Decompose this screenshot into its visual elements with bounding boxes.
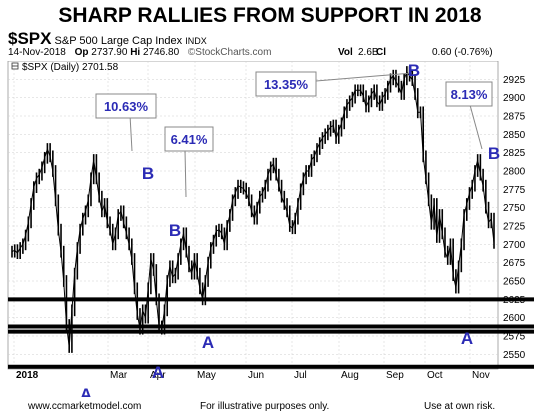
x-tick-label: Nov [472,370,490,381]
legend-label: $SPX (Daily) 2701.58 [22,62,119,73]
open-label: Op [74,47,89,58]
callout-box [445,81,493,107]
quote-line: 14-Nov-2018 Op 2737.90 Hi 2746.80 ©Stock… [8,47,530,58]
exchange: INDX [185,36,207,46]
point-label-a: A [461,329,473,348]
price-line [11,70,495,348]
point-label-b: B [142,164,154,183]
x-tick-label: Jul [294,370,307,381]
chart-header: $SPX S&P 500 Large Cap Index INDX [8,29,207,49]
y-tick-label: 2800 [503,167,526,178]
callout-box [95,93,157,119]
x-tick-label: Sep [386,370,404,381]
open-value: 2737.90 [91,47,128,58]
y-tick-label: 2875 [503,112,526,123]
callout-pointer [315,72,413,82]
y-tick-label: 2550 [503,350,526,361]
footer-note: For illustrative purposes only. [200,401,330,412]
callout-pointer [184,149,187,198]
y-tick-label: 2900 [503,93,526,104]
point-label-b: B [169,221,181,240]
vol-label: Vol [338,47,353,58]
gridlines [8,61,498,369]
footer-risk: Use at own risk. [424,401,496,412]
high-label: Hi [130,47,141,58]
x-tick-label: Apr [150,370,166,381]
source-credit: ©StockCharts.com [187,47,272,58]
change-value: 0.60 (-0.76%) [432,47,493,58]
point-label-a: A [80,385,92,397]
y-tick-label: 2825 [503,148,526,159]
close-label: Cl [376,47,386,58]
x-tick-label: Oct [427,370,443,381]
y-tick-label: 2725 [503,222,526,233]
quote-date: 14-Nov-2018 [8,47,66,58]
price-series [11,66,495,353]
y-tick-label: 2750 [503,203,526,214]
index-name: S&P 500 Large Cap Index [54,35,183,47]
callout-text: 13.35% [264,77,309,92]
x-tick-label: 2018 [16,370,39,381]
callout-pointer [469,104,483,150]
callout-pointer [129,114,133,152]
y-tick-label: 2850 [503,130,526,141]
x-tick-label: May [197,370,216,381]
y-tick-label: 2700 [503,240,526,251]
footer-site[interactable]: www.ccmarketmodel.com [28,401,142,412]
y-tick-label: 2925 [503,75,526,86]
y-tick-label: 2675 [503,258,526,269]
vol-value: 2.6B [358,47,379,58]
point-label-a: A [152,363,164,382]
point-label-b: B [408,61,420,80]
high-value: 2746.80 [142,47,180,58]
x-tick-label: Aug [341,370,359,381]
ab-labels: A B A B A B A B [80,61,500,397]
callout-box [255,71,317,97]
callout-text: 10.63% [104,99,149,114]
callout-text: 6.41% [171,132,208,147]
rally-callouts: 10.63% 6.41% 13.35% 8.13% [95,71,493,198]
y-tick-label: 2650 [503,277,526,288]
page-title: SHARP RALLIES FROM SUPPORT IN 2018 [58,4,482,27]
point-label-b: B [488,144,500,163]
callout-box [164,126,214,152]
x-axis-labels: 2018 Mar Apr May Jun Jul Aug Sep Oct Nov [16,370,490,381]
y-tick-label: 2575 [503,332,526,343]
y-tick-label: 2600 [503,313,526,324]
legend: $SPX (Daily) 2701.58 [11,62,119,73]
spx-chart: 2925 2900 2875 2850 2825 2800 2775 2750 2725 2700… [7,61,534,397]
x-tick-label: Jun [248,370,264,381]
point-label-a: A [202,333,214,352]
support-lines [8,297,534,369]
y-tick-label: 2775 [503,185,526,196]
callout-text: 8.13% [451,87,488,102]
symbol: $SPX [8,29,52,48]
x-tick-label: Mar [110,370,128,381]
y-axis-labels: 2925 2900 2875 2850 2825 2800 2775 2750 2725 2700… [503,75,526,361]
